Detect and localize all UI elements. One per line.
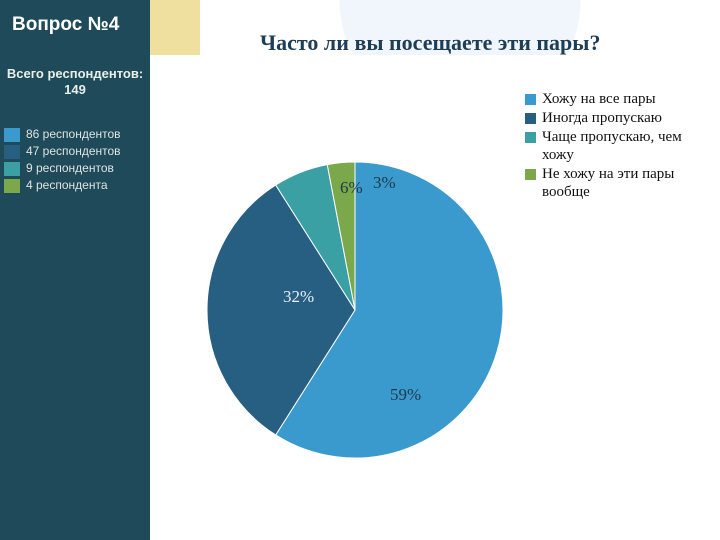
count-label: 86 респондентов xyxy=(26,127,121,141)
legend-label: Хожу на все пары xyxy=(542,90,656,108)
total-value: 149 xyxy=(64,82,86,97)
slice-label: 6% xyxy=(340,178,363,198)
legend-swatch xyxy=(525,169,536,180)
legend-swatch xyxy=(525,132,536,143)
legend-row: Не хожу на эти пары вообще xyxy=(525,165,715,201)
legend-label: Чаще пропускаю, чем хожу xyxy=(542,128,715,164)
pie-svg xyxy=(205,160,505,460)
legend-label: Не хожу на эти пары вообще xyxy=(542,165,715,201)
count-swatch xyxy=(4,128,20,142)
slice-label: 3% xyxy=(373,173,396,193)
pie-chart: 59% 32% 6% 3% xyxy=(205,160,505,460)
legend-swatch xyxy=(525,94,536,105)
count-row: 47 респондентов xyxy=(0,144,150,159)
legend-row: Чаще пропускаю, чем хожу xyxy=(525,128,715,164)
legend: Хожу на все пары Иногда пропускаю Чаще п… xyxy=(525,90,715,202)
counts-list: 86 респондентов 47 респондентов 9 респон… xyxy=(0,127,150,193)
slice-label: 32% xyxy=(283,287,314,307)
total-label: Всего респондентов: xyxy=(7,66,143,81)
legend-row: Хожу на все пары xyxy=(525,90,715,108)
legend-label: Иногда пропускаю xyxy=(542,109,662,127)
question-title: Часто ли вы посещаете эти пары? xyxy=(260,30,600,56)
question-number: Вопрос №4 xyxy=(0,0,150,36)
total-respondents: Всего респондентов: 149 xyxy=(0,66,150,99)
count-row: 4 респондента xyxy=(0,178,150,193)
count-label: 47 респондентов xyxy=(26,144,121,158)
count-swatch xyxy=(4,145,20,159)
count-row: 9 респондентов xyxy=(0,161,150,176)
count-row: 86 респондентов xyxy=(0,127,150,142)
count-label: 9 респондентов xyxy=(26,161,114,175)
main-area: Часто ли вы посещаете эти пары? 59% 32% … xyxy=(150,0,720,540)
slice-label: 59% xyxy=(390,385,421,405)
count-label: 4 респондента xyxy=(26,178,108,192)
legend-swatch xyxy=(525,113,536,124)
count-swatch xyxy=(4,179,20,193)
count-swatch xyxy=(4,162,20,176)
sidebar: Вопрос №4 Всего респондентов: 149 86 рес… xyxy=(0,0,150,540)
legend-row: Иногда пропускаю xyxy=(525,109,715,127)
